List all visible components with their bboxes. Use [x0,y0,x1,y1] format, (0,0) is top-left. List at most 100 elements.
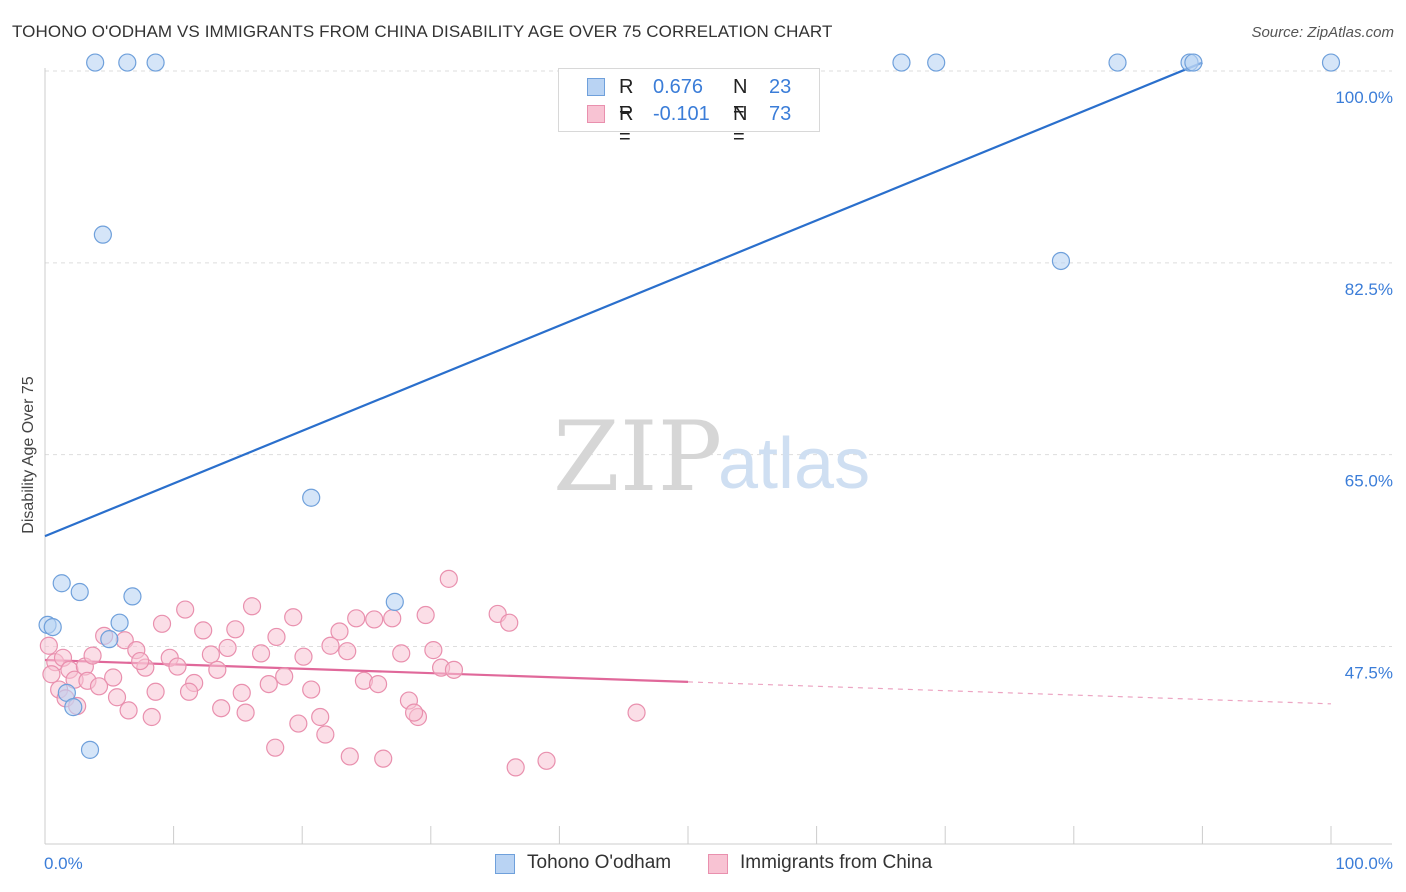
data-point-china [338,642,357,661]
data-point-china [404,703,424,722]
data-point-china [311,707,330,727]
data-point-china [294,647,313,666]
data-point-tohono [1051,251,1071,271]
data-point-china [194,621,213,640]
data-point-china [142,707,161,727]
data-point-china [267,627,286,647]
data-point-china [627,703,646,722]
data-point-tohono [93,225,112,244]
data-point-tohono [110,613,129,632]
data-point-china [383,609,402,628]
data-point-china [176,600,195,619]
data-point-tohono [70,582,89,602]
data-point-china [146,682,165,701]
legend-r-value: 0.676 [653,76,704,98]
data-point-tohono [146,53,165,72]
trend-line-china-extrapolated [687,681,1332,705]
x-tick-label: 100.0% [1335,854,1393,873]
data-point-china [321,636,340,655]
data-point-tohono [86,53,105,72]
x-tick-labels: 0.0% 100.0% [44,854,1393,873]
data-point-tohono [64,698,83,717]
data-point-china [439,569,458,588]
data-point-china [226,620,245,639]
y-axis-label: Disability Age Over 75 [20,376,37,534]
data-point-tohono [1184,53,1203,72]
data-point-china [368,674,388,694]
legend-n-label: N = [733,76,748,121]
data-point-china [89,677,109,696]
y-tick-labels: 47.5% 65.0% 82.5% 100.0% [1335,88,1393,683]
bottom-legend-swatch-pink [708,854,728,874]
legend-n-label: N = [733,103,748,148]
bottom-legend-label: Immigrants from China [740,852,933,873]
x-tick-label: 0.0% [44,854,83,873]
data-point-china [152,614,172,633]
legend-r-value: -0.101 [653,103,710,125]
data-point-china [506,758,525,777]
legend-swatch-blue [587,78,605,96]
watermark-atlas: atlas [718,424,870,504]
data-point-tohono [385,592,404,611]
data-point-tohono [927,53,946,72]
data-point-china [302,680,321,699]
watermark-zip: ZIP [553,401,722,513]
data-point-tohono [118,53,137,72]
y-tick-label: 82.5% [1345,280,1393,299]
data-point-tohono [43,617,62,637]
y-tick-label: 47.5% [1345,664,1393,683]
data-point-china [444,660,464,679]
data-point-china [42,665,61,684]
data-point-china [289,714,308,733]
bottom-legend-label: Tohono O'odham [527,852,672,873]
data-point-china [83,646,102,665]
data-point-china [107,688,127,707]
legend-n-value: 23 [769,76,792,98]
data-point-china [374,749,393,768]
data-point-china [365,610,384,629]
data-point-tohono [892,53,911,72]
trend-line-tohono [44,61,1203,538]
series-immigrants-from-china [39,569,646,777]
data-point-china [330,622,349,641]
data-point-china [424,641,443,660]
legend-swatch-pink [587,105,605,123]
data-point-china [284,608,303,627]
data-point-china [242,597,262,616]
data-point-china [104,668,123,687]
data-point-china [259,674,278,694]
data-point-china [39,636,58,655]
data-point-china [218,638,237,658]
data-point-china [340,747,359,766]
data-point-tohono [52,574,71,593]
data-point-china [392,644,411,663]
data-point-china [212,699,231,718]
data-point-china [500,613,519,632]
data-point-china [179,682,199,701]
y-tick-label: 100.0% [1335,88,1393,107]
data-point-china [208,660,227,679]
data-point-china [251,644,271,663]
correlation-legend: R = 0.676 N = 23 R = -0.101 N = 73 [558,68,820,148]
y-tick-label: 65.0% [1345,472,1393,491]
data-point-china [232,683,251,702]
data-point-china [416,605,435,625]
data-point-china [119,701,138,720]
source-label: Source: ZipAtlas.com [1251,24,1394,41]
data-point-china [131,651,150,671]
data-point-tohono [302,488,321,507]
data-point-tohono [100,630,119,649]
watermark: ZIP atlas [553,401,870,513]
data-point-tohono [1321,53,1341,72]
data-point-china [168,657,187,676]
grid-lines [45,70,1392,647]
data-point-china [266,738,285,757]
legend-r-label: R = [619,76,634,121]
data-point-china [236,703,255,722]
data-point-china [201,645,220,664]
data-point-china [537,751,556,770]
legend-n-value: 73 [769,103,792,125]
trend-lines [44,61,1332,705]
axes [44,68,1392,845]
